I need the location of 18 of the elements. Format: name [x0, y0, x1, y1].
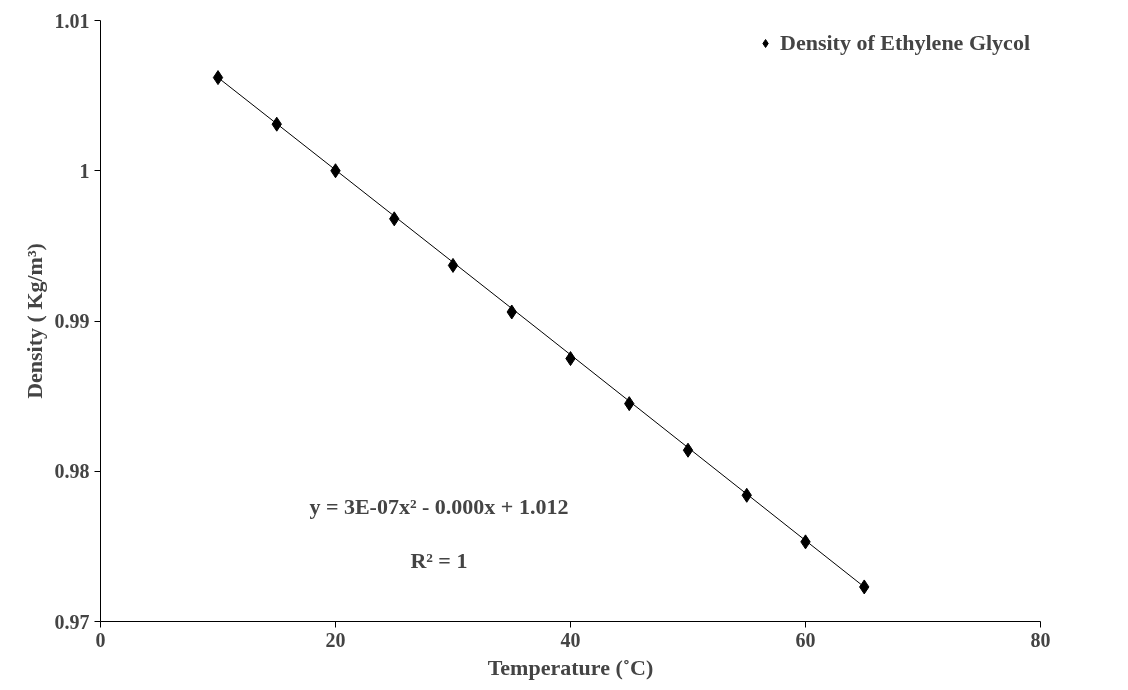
annotation: y = 3E-07x² - 0.000x + 1.012 — [309, 494, 569, 520]
y-tick-label: 1.01 — [54, 9, 90, 32]
point — [212, 70, 224, 86]
y-tick-label: 1 — [79, 159, 90, 182]
x-tick-label: 60 — [795, 628, 816, 651]
y-axis-title: Density ( Kg/m³) — [21, 243, 47, 399]
x-tick-label: 40 — [560, 628, 581, 651]
y-tick-label: 0.98 — [54, 460, 90, 483]
annotation: R² = 1 — [410, 548, 468, 574]
y-tick-label: 0.99 — [54, 310, 90, 332]
x-tick-label: 80 — [1030, 628, 1051, 651]
point — [447, 257, 459, 273]
x-axis-title: Temperature (˚C) — [487, 654, 654, 680]
y-tick-label: 0.97 — [54, 610, 90, 633]
point — [682, 442, 694, 458]
x-tick-label: 20 — [325, 628, 346, 651]
legend-label: Density of Ethylene Glycol — [780, 30, 1030, 56]
x-tick-label: 0 — [95, 628, 106, 651]
